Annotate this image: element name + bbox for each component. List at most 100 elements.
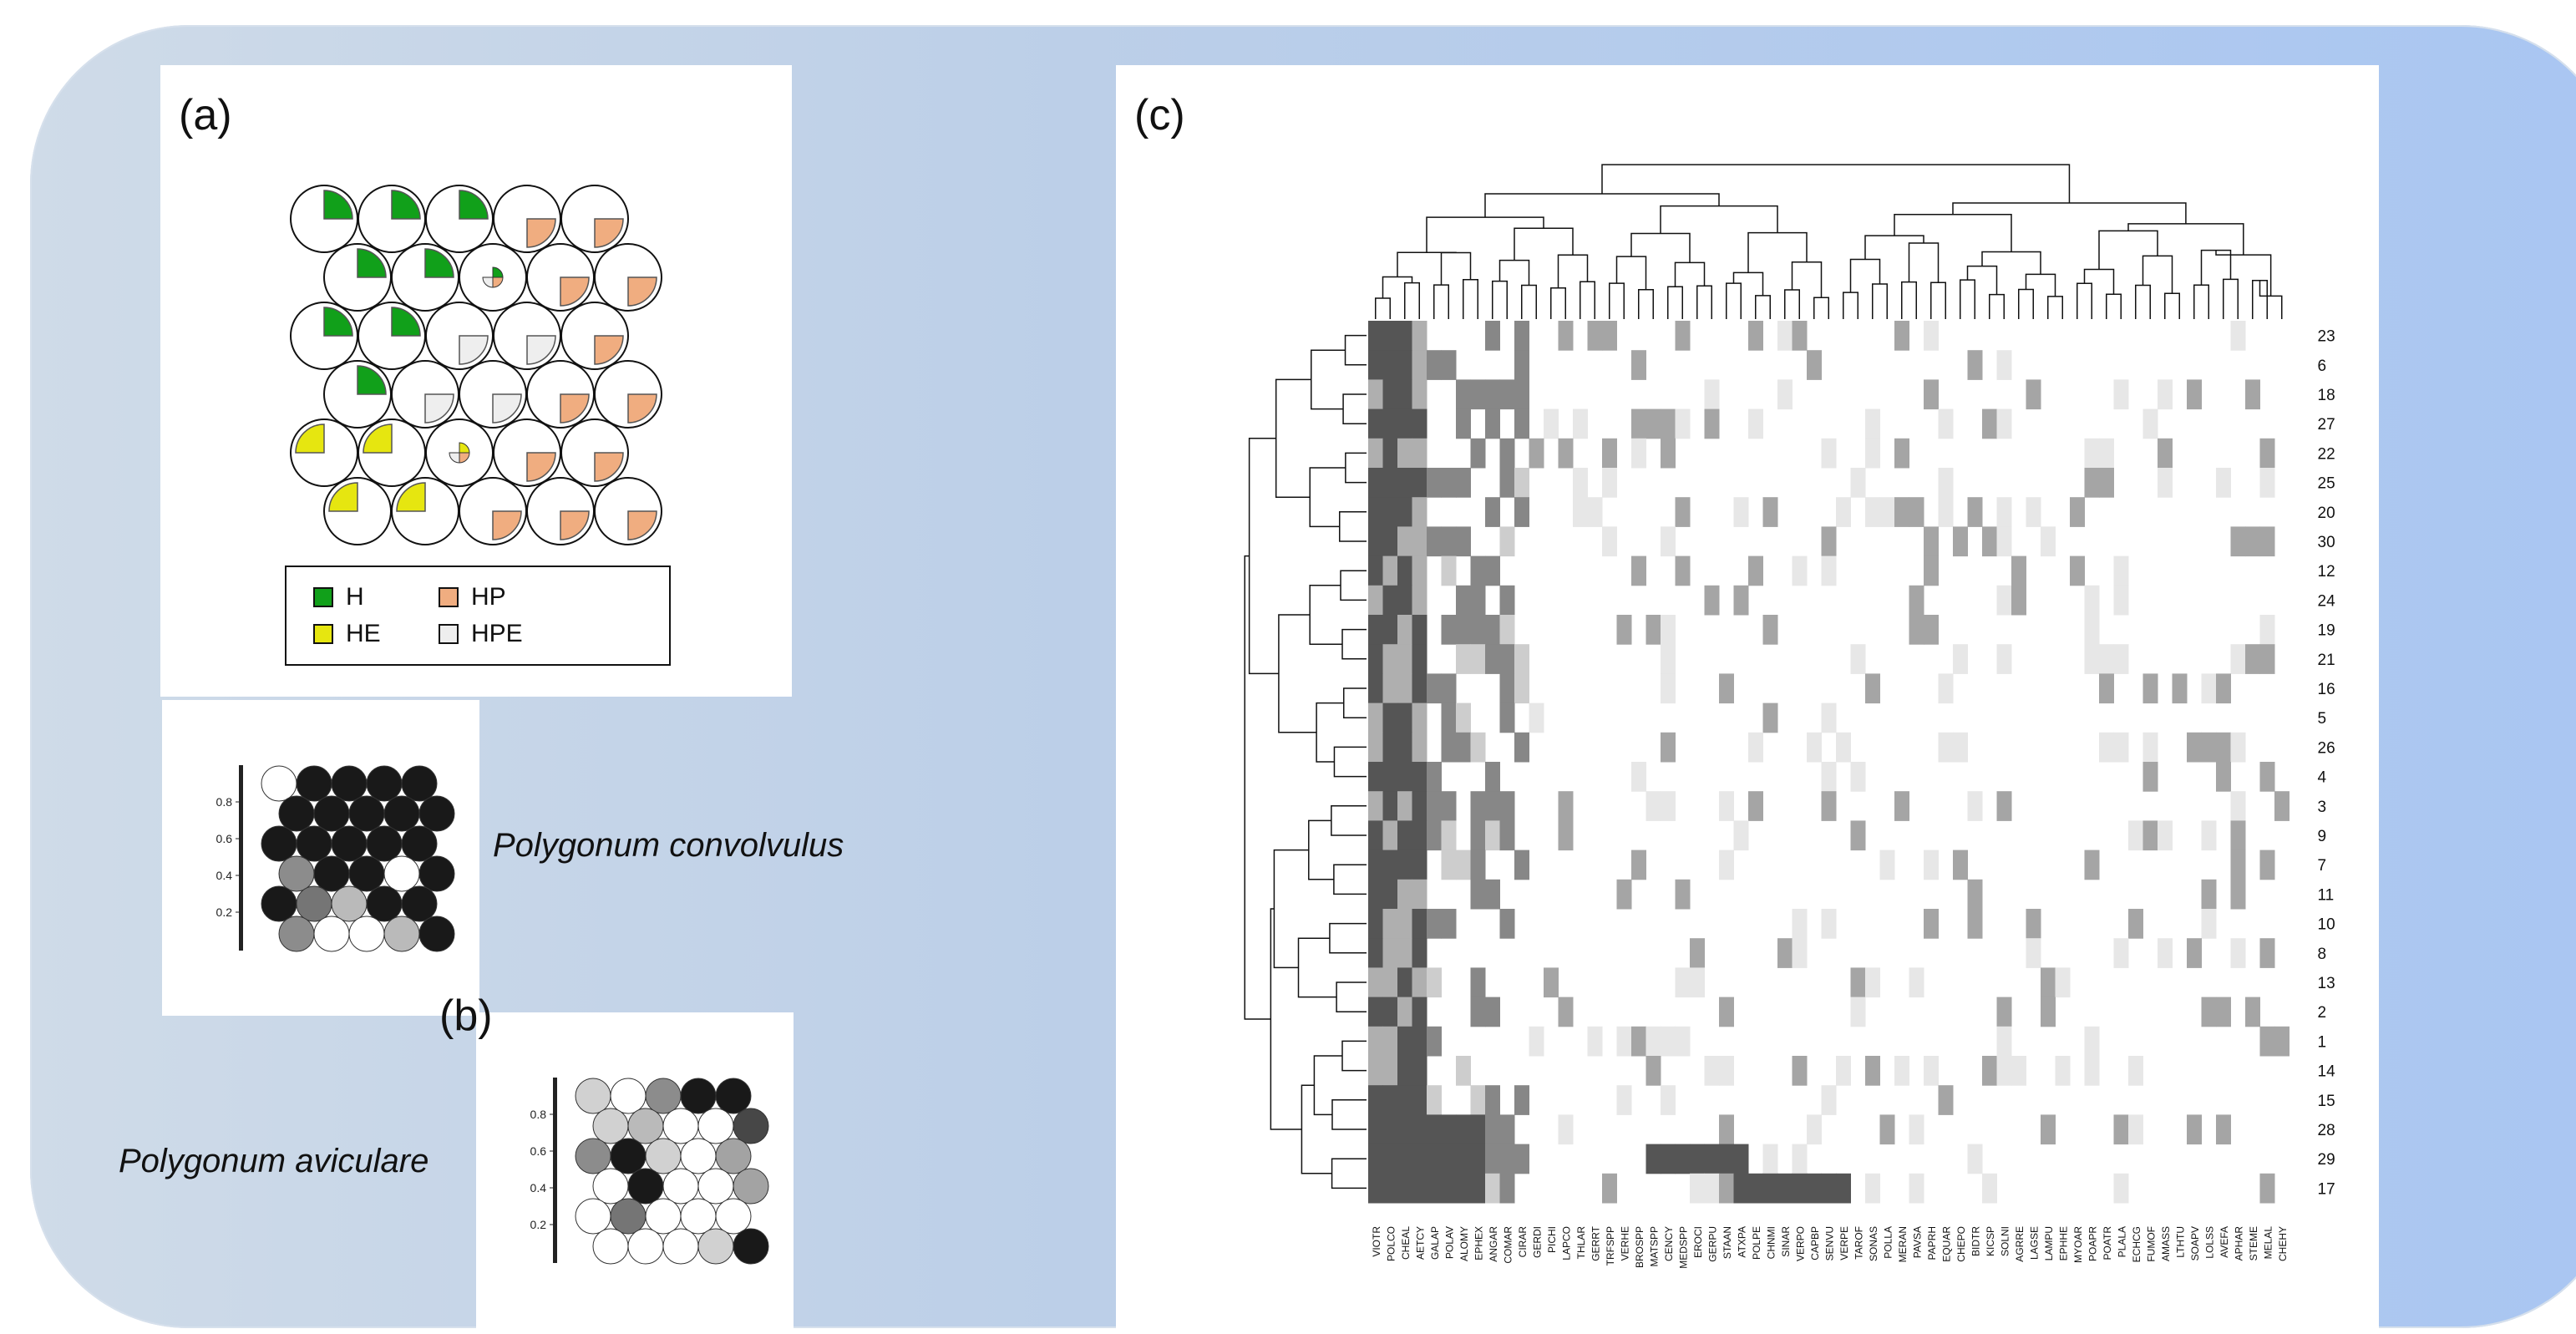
heatmap-cell bbox=[1412, 703, 1427, 733]
heatmap-cell bbox=[1397, 1114, 1412, 1145]
row-label: 23 bbox=[2318, 328, 2335, 346]
heatmap-cell bbox=[2230, 850, 2246, 880]
panel-c: (c) 23 6 18 27 22 25 20 30 12 24 19 21 16 5 26 4 3 9 7 11 10… bbox=[1116, 65, 2379, 1328]
heatmap-cell bbox=[2070, 497, 2085, 527]
column-label: BROSPP bbox=[1634, 1226, 1645, 1268]
heatmap-cell bbox=[1967, 791, 1983, 821]
column-label: LAMPU bbox=[2043, 1226, 2055, 1260]
species-label-aviculare: Polygonum aviculare bbox=[119, 1143, 429, 1179]
heatmap-cell bbox=[1661, 615, 1676, 645]
column-label: PAPRH bbox=[1926, 1226, 1938, 1260]
heatmap-cell bbox=[1967, 879, 1983, 910]
column-label: STAAN bbox=[1722, 1226, 1733, 1259]
heatmap-cell bbox=[1368, 644, 1383, 674]
dendrogram-branch bbox=[1248, 438, 1279, 675]
heatmap-cell bbox=[1412, 615, 1427, 645]
heatmap-cell bbox=[1529, 1026, 1544, 1057]
heatmap-cell bbox=[1514, 850, 1529, 880]
heatmap-cell bbox=[1485, 321, 1500, 351]
dendrogram-branch bbox=[1784, 289, 1800, 319]
species-node bbox=[278, 795, 315, 832]
heatmap-cell bbox=[1368, 468, 1383, 498]
column-label: STEME bbox=[2248, 1226, 2259, 1260]
heatmap-cell bbox=[1661, 438, 1676, 469]
column-label: GERPU bbox=[1706, 1226, 1718, 1262]
heatmap-cell bbox=[1412, 408, 1427, 439]
heatmap-cell bbox=[1499, 909, 1515, 939]
column-label: CENCY bbox=[1663, 1226, 1675, 1261]
heatmap-cell bbox=[2084, 468, 2100, 498]
row-label: 21 bbox=[2318, 652, 2335, 669]
column-label: GALAP bbox=[1429, 1226, 1441, 1260]
heatmap-cell bbox=[1441, 615, 1457, 645]
heatmap-cell bbox=[1456, 732, 1471, 763]
heatmap-cell bbox=[2230, 791, 2246, 821]
heatmap-cell bbox=[2026, 909, 2041, 939]
heatmap-cell bbox=[1850, 762, 1866, 792]
heatmap-cell bbox=[1675, 1026, 1691, 1057]
heatmap-cell bbox=[1412, 1114, 1427, 1145]
node-wedge bbox=[391, 190, 421, 220]
heatmap-cell bbox=[1748, 1173, 1763, 1204]
column-label: BIDTR bbox=[1970, 1226, 1981, 1256]
scale-tick-label: 0.2 bbox=[216, 905, 233, 919]
dendrogram-branch bbox=[1747, 231, 1808, 273]
heatmap-cell bbox=[1675, 555, 1691, 586]
dendrogram-branch bbox=[1981, 251, 2041, 275]
dendrogram-branch bbox=[1521, 284, 1537, 319]
dendrogram-branch bbox=[1660, 205, 1778, 234]
heatmap-cell bbox=[2158, 379, 2173, 410]
heatmap-cell bbox=[1719, 1173, 1734, 1204]
species-node bbox=[418, 855, 455, 892]
heatmap-cell bbox=[2216, 997, 2231, 1027]
species-node bbox=[401, 765, 438, 802]
column-label: CHEAL bbox=[1400, 1226, 1412, 1260]
node-wedge bbox=[492, 393, 522, 424]
heatmap-cell bbox=[1368, 497, 1383, 527]
heatmap-cell bbox=[1368, 615, 1383, 645]
heatmap-cell bbox=[1456, 1114, 1471, 1145]
heatmap-cell bbox=[1485, 555, 1500, 586]
dendrogram-branch bbox=[2200, 249, 2232, 286]
heatmap-cell bbox=[1573, 468, 1588, 498]
heatmap-cell bbox=[1733, 585, 1749, 616]
legend-label: HE bbox=[346, 620, 381, 647]
heatmap-cell bbox=[1645, 791, 1661, 821]
heatmap-cell bbox=[1690, 967, 1705, 998]
heatmap-cell bbox=[2011, 585, 2026, 616]
heatmap-cell bbox=[1996, 1026, 2012, 1057]
heatmap-cell bbox=[1762, 615, 1778, 645]
heatmap-cell bbox=[1441, 350, 1457, 380]
column-label: CIRAR bbox=[1517, 1226, 1529, 1258]
heatmap-cell bbox=[1967, 909, 1983, 939]
dendrogram-branch bbox=[2223, 278, 2239, 319]
heatmap-cell bbox=[1456, 379, 1471, 410]
species-node bbox=[645, 1138, 682, 1174]
heatmap-cell bbox=[1631, 762, 1646, 792]
heatmap-cell bbox=[1938, 408, 1954, 439]
heatmap-cell bbox=[1397, 967, 1412, 998]
heatmap-cell bbox=[1382, 468, 1398, 498]
heatmap-cell bbox=[1777, 1173, 1793, 1204]
heatmap-cell bbox=[1938, 497, 1954, 527]
heatmap-cell bbox=[1967, 1144, 1983, 1174]
heatmap-cell bbox=[1470, 644, 1486, 674]
dendrogram-branch bbox=[1930, 282, 1946, 319]
heatmap-cell bbox=[1616, 1085, 1632, 1115]
species-node bbox=[592, 1108, 629, 1144]
heatmap-cell bbox=[1748, 732, 1763, 763]
heatmap-cell bbox=[1821, 909, 1837, 939]
heatmap-cell bbox=[1909, 585, 1924, 616]
dendrogram-branch bbox=[1674, 261, 1706, 287]
heatmap-cell bbox=[1719, 1144, 1734, 1174]
heatmap-cell bbox=[1514, 321, 1529, 351]
column-label: FUMOF bbox=[2145, 1226, 2157, 1262]
column-label: TAROF bbox=[1853, 1226, 1864, 1260]
heatmap-cell bbox=[1924, 321, 1939, 351]
heatmap-cell bbox=[2201, 732, 2217, 763]
heatmap-cell bbox=[1397, 438, 1412, 469]
node-wedge bbox=[492, 510, 522, 540]
dendrogram-branch bbox=[1404, 282, 1420, 319]
column-label: AETCY bbox=[1414, 1226, 1426, 1260]
column-label: POLCO bbox=[1385, 1226, 1397, 1261]
